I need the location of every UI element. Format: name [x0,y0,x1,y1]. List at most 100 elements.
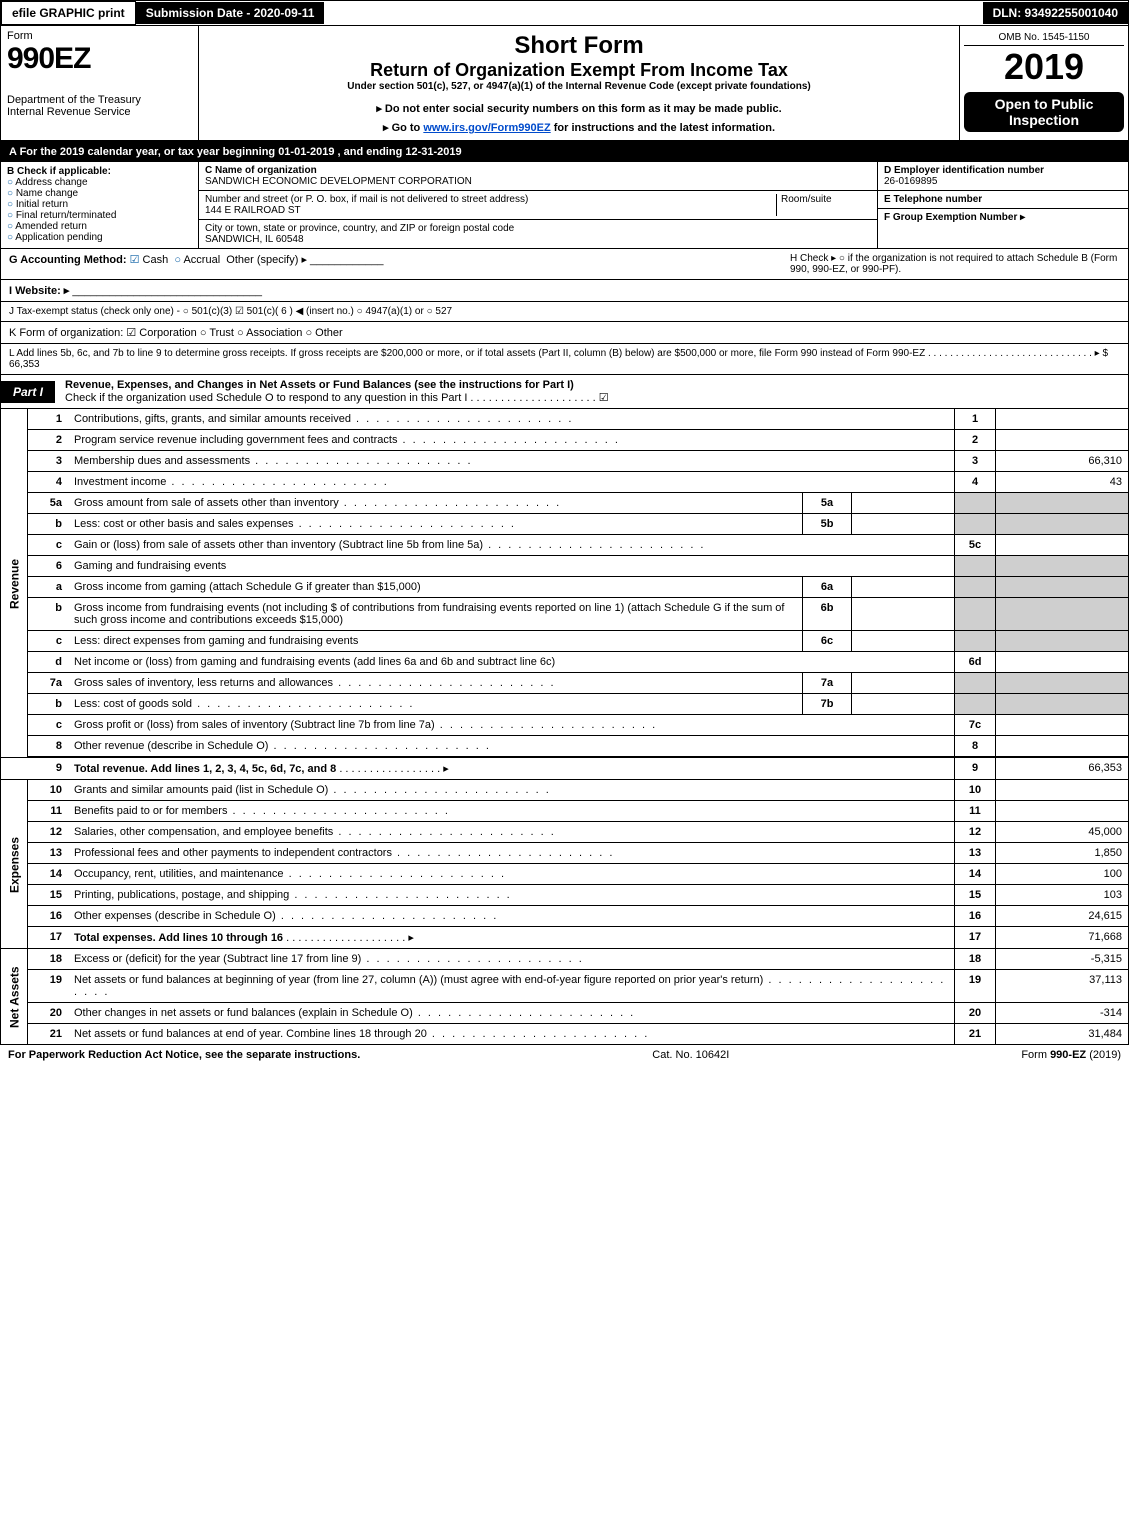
line-11-val [996,801,1129,822]
chk-application-pending[interactable]: Application pending [7,232,192,243]
line-6b-val [852,598,955,631]
part-i-tag: Part I [1,381,55,403]
line-4-desc: Investment income [68,472,955,493]
addr-label: Number and street (or P. O. box, if mail… [205,194,528,205]
line-18-val: -5,315 [996,949,1129,970]
line-5a-shade [955,493,996,514]
line-6a-desc: Gross income from gaming (attach Schedul… [68,577,803,598]
line-2-desc: Program service revenue including govern… [68,430,955,451]
return-title: Return of Organization Exempt From Incom… [205,60,953,81]
line-17-box: 17 [955,927,996,949]
line-3-box: 3 [955,451,996,472]
line-14-val: 100 [996,864,1129,885]
box-c-label: C Name of organization [205,165,317,176]
chk-name-change[interactable]: Name change [7,188,192,199]
line-6a-shade [955,577,996,598]
part-i-table: Revenue 1 Contributions, gifts, grants, … [0,409,1129,1045]
line-7a-num: 7a [28,673,69,694]
street-address: 144 E RAILROAD ST [205,205,301,216]
line-10-val [996,780,1129,801]
chk-address-change[interactable]: Address change [7,177,192,188]
g-cash[interactable]: Cash [143,254,169,266]
g-label: G Accounting Method: [9,254,127,266]
line-5a-shadeval [996,493,1129,514]
line-13-desc: Professional fees and other payments to … [68,843,955,864]
line-6a-val [852,577,955,598]
line-5c-box: 5c [955,535,996,556]
line-7b-shadeval [996,694,1129,715]
line-17-num: 17 [28,927,69,949]
line-16-box: 16 [955,906,996,927]
line-6a-shadeval [996,577,1129,598]
box-b-title: B Check if applicable: [7,166,192,177]
line-16-desc: Other expenses (describe in Schedule O) [68,906,955,927]
line-10-desc: Grants and similar amounts paid (list in… [68,780,955,801]
line-12-val: 45,000 [996,822,1129,843]
line-6c-shade [955,631,996,652]
line-4-box: 4 [955,472,996,493]
line-4-num: 4 [28,472,69,493]
line-14-desc: Occupancy, rent, utilities, and maintena… [68,864,955,885]
line-8-num: 8 [28,736,69,758]
page-footer: For Paperwork Reduction Act Notice, see … [0,1045,1129,1065]
line-6b-num: b [28,598,69,631]
line-13-val: 1,850 [996,843,1129,864]
line-6b-shadeval [996,598,1129,631]
line-7a-box: 7a [803,673,852,694]
line-6c-box: 6c [803,631,852,652]
line-6b-shade [955,598,996,631]
line-5b-num: b [28,514,69,535]
line-6-shade [955,556,996,577]
line-15-desc: Printing, publications, postage, and shi… [68,885,955,906]
line-7c-box: 7c [955,715,996,736]
line-21-box: 21 [955,1024,996,1045]
line-18-num: 18 [28,949,69,970]
omb-number: OMB No. 1545-1150 [964,30,1124,46]
line-5b-shade [955,514,996,535]
line-6-shadeval [996,556,1129,577]
submission-date-button[interactable]: Submission Date - 2020-09-11 [136,2,326,24]
line-13-box: 13 [955,843,996,864]
footer-left: For Paperwork Reduction Act Notice, see … [8,1049,360,1061]
line-7b-val [852,694,955,715]
line-21-num: 21 [28,1024,69,1045]
line-5a-box: 5a [803,493,852,514]
goto-post: for instructions and the latest informat… [551,122,775,134]
line-5a-num: 5a [28,493,69,514]
line-6d-num: d [28,652,69,673]
line-3-val: 66,310 [996,451,1129,472]
line-9-val: 66,353 [996,757,1129,780]
line-15-num: 15 [28,885,69,906]
chk-initial-return[interactable]: Initial return [7,199,192,210]
goto-link[interactable]: www.irs.gov/Form990EZ [423,122,550,134]
line-6c-num: c [28,631,69,652]
line-3-desc: Membership dues and assessments [68,451,955,472]
line-7a-desc: Gross sales of inventory, less returns a… [68,673,803,694]
under-section: Under section 501(c), 527, or 4947(a)(1)… [205,81,953,92]
g-accrual[interactable]: Accrual [183,254,220,266]
line-9-desc: Total revenue. Add lines 1, 2, 3, 4, 5c,… [74,763,336,775]
line-5a-val [852,493,955,514]
line-6c-val [852,631,955,652]
chk-amended-return[interactable]: Amended return [7,221,192,232]
top-bar: efile GRAPHIC print Submission Date - 20… [0,0,1129,26]
line-2-num: 2 [28,430,69,451]
line-12-desc: Salaries, other compensation, and employ… [68,822,955,843]
line-1-val [996,409,1129,430]
g-other[interactable]: Other (specify) ▸ [226,254,307,266]
line-6d-desc: Net income or (loss) from gaming and fun… [68,652,955,673]
line-17-desc: Total expenses. Add lines 10 through 16 [74,932,283,944]
row-j-tax-exempt: J Tax-exempt status (check only one) - ○… [0,302,1129,322]
line-6-num: 6 [28,556,69,577]
line-5c-val [996,535,1129,556]
line-15-val: 103 [996,885,1129,906]
chk-final-return[interactable]: Final return/terminated [7,210,192,221]
expenses-side-tab: Expenses [1,780,28,949]
part-i-note: Check if the organization used Schedule … [65,392,609,404]
line-8-val [996,736,1129,758]
ein-value: 26-0169895 [884,176,937,187]
line-12-num: 12 [28,822,69,843]
efile-print-button[interactable]: efile GRAPHIC print [1,1,136,25]
form-number: 990EZ [7,42,192,76]
line-12-box: 12 [955,822,996,843]
